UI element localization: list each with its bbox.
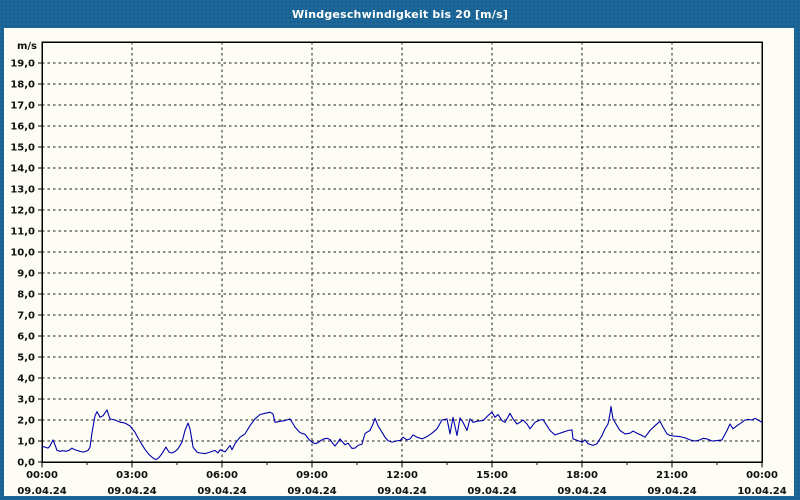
y-axis-unit-label: m/s bbox=[17, 41, 37, 52]
x-tick-label-date: 09.04.24 bbox=[107, 486, 156, 496]
chart-title: Windgeschwindigkeit bis 20 [m/s] bbox=[291, 7, 509, 21]
y-tick-label: 18,0 bbox=[10, 80, 35, 91]
y-tick-label: 19,0 bbox=[10, 59, 35, 70]
y-tick-label: 9,0 bbox=[17, 269, 35, 280]
x-tick-label-date: 09.04.24 bbox=[17, 486, 66, 496]
wind-speed-chart: 0,0 1,0 2,0 3,0 4,0 5,0 6,0 7,0 8,0 9,0 10,0 11,0 12… bbox=[10, 41, 786, 497]
window-title-bar: Windgeschwindigkeit bis 20 [m/s] bbox=[0, 0, 800, 28]
x-tick-label-date: 09.04.24 bbox=[287, 486, 336, 496]
x-tick-label-date: 09.04.24 bbox=[557, 486, 606, 496]
y-tick-label: 7,0 bbox=[17, 311, 35, 322]
x-tick-label-date: 09.04.24 bbox=[197, 486, 246, 496]
x-tick-label-date: 09.04.24 bbox=[647, 486, 696, 496]
y-tick-label: 3,0 bbox=[17, 395, 35, 406]
wind-speed-line bbox=[41, 405, 763, 461]
y-tick-label: 8,0 bbox=[17, 290, 35, 301]
x-tick-label-time: 12:00 bbox=[386, 470, 418, 481]
y-tick-label: 16,0 bbox=[10, 122, 35, 133]
x-tick-label-time: 06:00 bbox=[206, 470, 238, 481]
x-tick-label-time: 09:00 bbox=[296, 470, 328, 481]
y-tick-label: 2,0 bbox=[17, 416, 35, 427]
y-tick-label: 6,0 bbox=[17, 332, 35, 343]
y-tick-label: 15,0 bbox=[10, 143, 35, 154]
y-tick-label: 0,0 bbox=[17, 458, 35, 469]
x-tick-label-time: 21:00 bbox=[656, 470, 688, 481]
x-tick-label-time: 00:00 bbox=[746, 470, 778, 481]
x-tick-label-date: 09.04.24 bbox=[377, 486, 426, 496]
y-tick-label: 5,0 bbox=[17, 353, 35, 364]
y-tick-label: 4,0 bbox=[17, 374, 35, 385]
x-tick-label-date: 10.04.24 bbox=[737, 486, 786, 496]
y-tick-label: 11,0 bbox=[10, 227, 35, 238]
plot-border bbox=[41, 41, 763, 463]
y-tick-label: 10,0 bbox=[10, 248, 35, 259]
y-tick-label: 12,0 bbox=[10, 206, 35, 217]
y-tick-label: 17,0 bbox=[10, 101, 35, 112]
x-tick-label-date: 09.04.24 bbox=[467, 486, 516, 496]
y-tick-label: 13,0 bbox=[10, 185, 35, 196]
x-tick-label-time: 15:00 bbox=[476, 470, 508, 481]
x-tick-label-time: 00:00 bbox=[26, 470, 58, 481]
y-tick-label: 14,0 bbox=[10, 164, 35, 175]
x-tick-label-time: 03:00 bbox=[116, 470, 148, 481]
chart-panel: 0,0 1,0 2,0 3,0 4,0 5,0 6,0 7,0 8,0 9,0 10,0 11,0 12… bbox=[4, 28, 794, 497]
y-tick-label: 1,0 bbox=[17, 437, 35, 448]
x-tick-label-time: 18:00 bbox=[566, 470, 598, 481]
